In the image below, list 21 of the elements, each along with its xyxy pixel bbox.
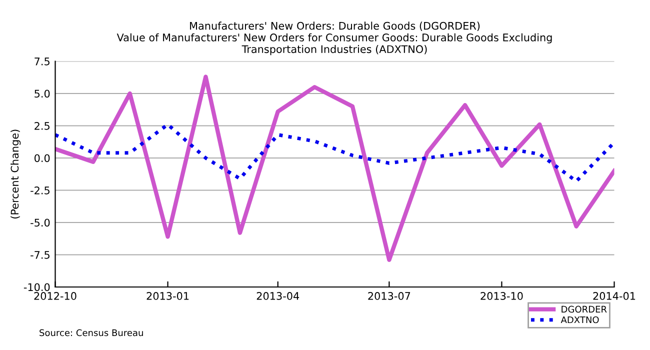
y-tick-label: -7.5 (30, 251, 50, 259)
legend-label: DGORDER (562, 306, 607, 313)
x-tick-label: 2013-07 (368, 292, 410, 300)
y-axis-title: (Percent Change) (10, 130, 21, 218)
x-tick-label: 2012-10 (34, 292, 76, 300)
y-tick-label: 5.0 (34, 90, 50, 98)
x-tick-label: 2013-10 (480, 292, 523, 300)
x-tick-label: 2013-01 (146, 292, 189, 300)
line-series (55, 74, 614, 262)
y-tick-label: -5.0 (30, 218, 50, 227)
x-tick-label: 2013-04 (256, 292, 300, 300)
x-tick-label: 2014-01 (593, 292, 636, 300)
y-tick-label: 0.0 (34, 154, 50, 162)
legend-label: ADXTNO (560, 316, 599, 324)
y-tick-label: -10.0 (24, 283, 50, 292)
y-tick-label: -2.5 (30, 186, 50, 194)
chart-title: Manufacturers' New Orders: Durable Goods (DGORDER) Value of Manufacturers' New Orders for Consumer Goods: Durable Goods Excluding Transportation Industries (ADXTNO) (116, 22, 552, 56)
source-note: Source: Census Bureau (40, 329, 143, 336)
y-tick-label: 2.5 (34, 122, 50, 130)
y-tick-label: 7.5 (34, 58, 50, 66)
line-series (55, 122, 614, 183)
